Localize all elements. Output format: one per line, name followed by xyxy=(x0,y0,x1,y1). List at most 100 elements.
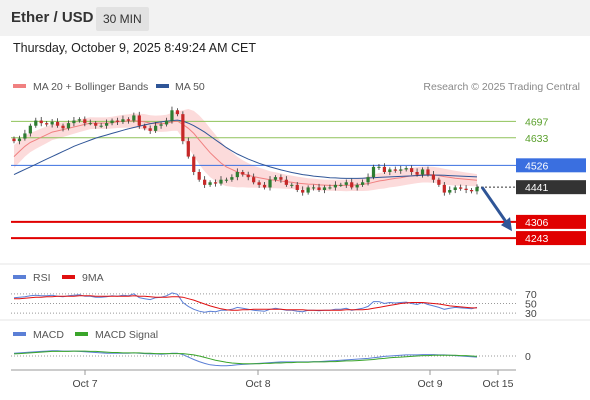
candle-body xyxy=(246,174,250,178)
chart-datetime: Thursday, October 9, 2025 8:49:24 AM CET xyxy=(13,41,256,55)
macd-zero-label: 0 xyxy=(525,351,531,363)
macd-signal-line xyxy=(13,350,478,365)
x-tick-label: Oct 7 xyxy=(72,378,97,390)
macd-legend-swatch xyxy=(13,332,26,336)
timeframe-button[interactable]: 30 MIN xyxy=(96,7,149,31)
candle-body xyxy=(115,120,120,122)
macd-signal-legend-label: MACD Signal xyxy=(95,329,158,341)
candle-body xyxy=(252,177,256,183)
candle-body xyxy=(121,119,125,122)
forecast-arrow-shaft xyxy=(480,186,511,227)
level-label-4243: 4243 xyxy=(525,233,549,245)
candle-body xyxy=(350,182,354,188)
level-tag-4306 xyxy=(516,214,586,229)
candle-body xyxy=(197,172,201,180)
candle-body xyxy=(339,184,343,186)
price-panel xyxy=(11,106,516,240)
candle-body xyxy=(219,179,223,184)
candle-body xyxy=(377,166,381,168)
candle-body xyxy=(170,110,174,121)
candle-body xyxy=(404,168,408,170)
candle-body xyxy=(104,123,109,126)
candle-body xyxy=(301,190,305,193)
rsi-level-label: 30 xyxy=(525,308,537,320)
candle-body xyxy=(262,184,267,188)
candle-body xyxy=(426,169,430,175)
main-legend: MA 20 + Bollinger Bands MA 50 Research ©… xyxy=(13,81,580,93)
candle-body xyxy=(410,168,414,172)
candle-body xyxy=(322,187,327,190)
candle-body xyxy=(399,169,403,171)
x-tick-label: Oct 15 xyxy=(483,378,514,390)
level-label-4633: 4633 xyxy=(525,133,549,145)
candle-body xyxy=(132,115,136,121)
candle-body xyxy=(355,184,359,188)
candle-body xyxy=(154,125,158,131)
candle-body xyxy=(420,169,425,175)
candle-body xyxy=(224,179,229,181)
candle-body xyxy=(72,120,76,124)
candle-body xyxy=(208,182,212,185)
bb-legend-label: MA 20 + Bollinger Bands xyxy=(33,81,148,93)
macd-panel: 0 xyxy=(11,350,531,367)
rsi-legend-label: RSI xyxy=(33,272,51,284)
candle-body xyxy=(55,121,60,126)
macd-line xyxy=(13,350,478,367)
candle-body xyxy=(213,182,218,184)
ma50-legend-swatch xyxy=(156,84,169,88)
candle-body xyxy=(181,114,185,142)
candle-body xyxy=(279,177,283,180)
top-bar: Ether / USD 30 MIN xyxy=(0,0,590,36)
price-levels: 4697 4633 4526 4441 4306 4243 xyxy=(516,116,586,246)
rsi-legend-swatch xyxy=(13,275,26,279)
level-label-4306: 4306 xyxy=(525,217,549,229)
x-tick-label: Oct 8 xyxy=(245,378,270,390)
level-label-4526: 4526 xyxy=(525,160,549,172)
candle-body xyxy=(388,169,392,172)
ma50-legend-label: MA 50 xyxy=(175,81,205,93)
x-axis: Oct 7 Oct 8 Oct 9 Oct 15 xyxy=(11,369,516,390)
candle-body xyxy=(83,119,87,124)
candle-body xyxy=(393,169,397,171)
candle-body xyxy=(344,182,348,185)
candle-body xyxy=(137,115,141,126)
macd-legend-label: MACD xyxy=(33,329,64,341)
candle-body xyxy=(203,179,207,185)
candle-body xyxy=(110,120,114,124)
level-tag-4526 xyxy=(516,158,586,173)
candle-body xyxy=(469,190,474,192)
candle-body xyxy=(17,138,22,142)
candle-body xyxy=(164,120,169,125)
candle-body xyxy=(148,128,152,131)
candle-body xyxy=(88,123,92,125)
candle-body xyxy=(311,187,316,189)
candle-body xyxy=(273,177,278,180)
forecast-arrow-head xyxy=(501,217,512,232)
candle-body xyxy=(284,179,288,185)
candle-body xyxy=(39,120,43,124)
candle-body xyxy=(317,187,321,190)
level-tag-4243 xyxy=(516,231,586,246)
candle-body xyxy=(23,133,27,139)
bb-legend-swatch xyxy=(13,84,26,88)
candle-body xyxy=(230,177,234,180)
rsi-level-label: 50 xyxy=(525,299,537,311)
candle-body xyxy=(415,172,419,175)
candle-body xyxy=(448,190,452,193)
candle-body xyxy=(126,119,131,121)
candle-body xyxy=(371,166,376,178)
candle-body xyxy=(382,166,387,172)
candle-body xyxy=(431,174,436,180)
candle-body xyxy=(28,125,32,134)
candle-body xyxy=(45,123,49,125)
candle-body xyxy=(464,188,468,190)
candle-body xyxy=(360,182,365,185)
macd-legend: MACD MACD Signal xyxy=(13,329,158,341)
candle-body xyxy=(143,125,147,129)
candle-body xyxy=(186,141,190,157)
candle-body xyxy=(235,172,239,178)
x-tick-label: Oct 9 xyxy=(417,378,442,390)
candle-body xyxy=(241,172,245,175)
